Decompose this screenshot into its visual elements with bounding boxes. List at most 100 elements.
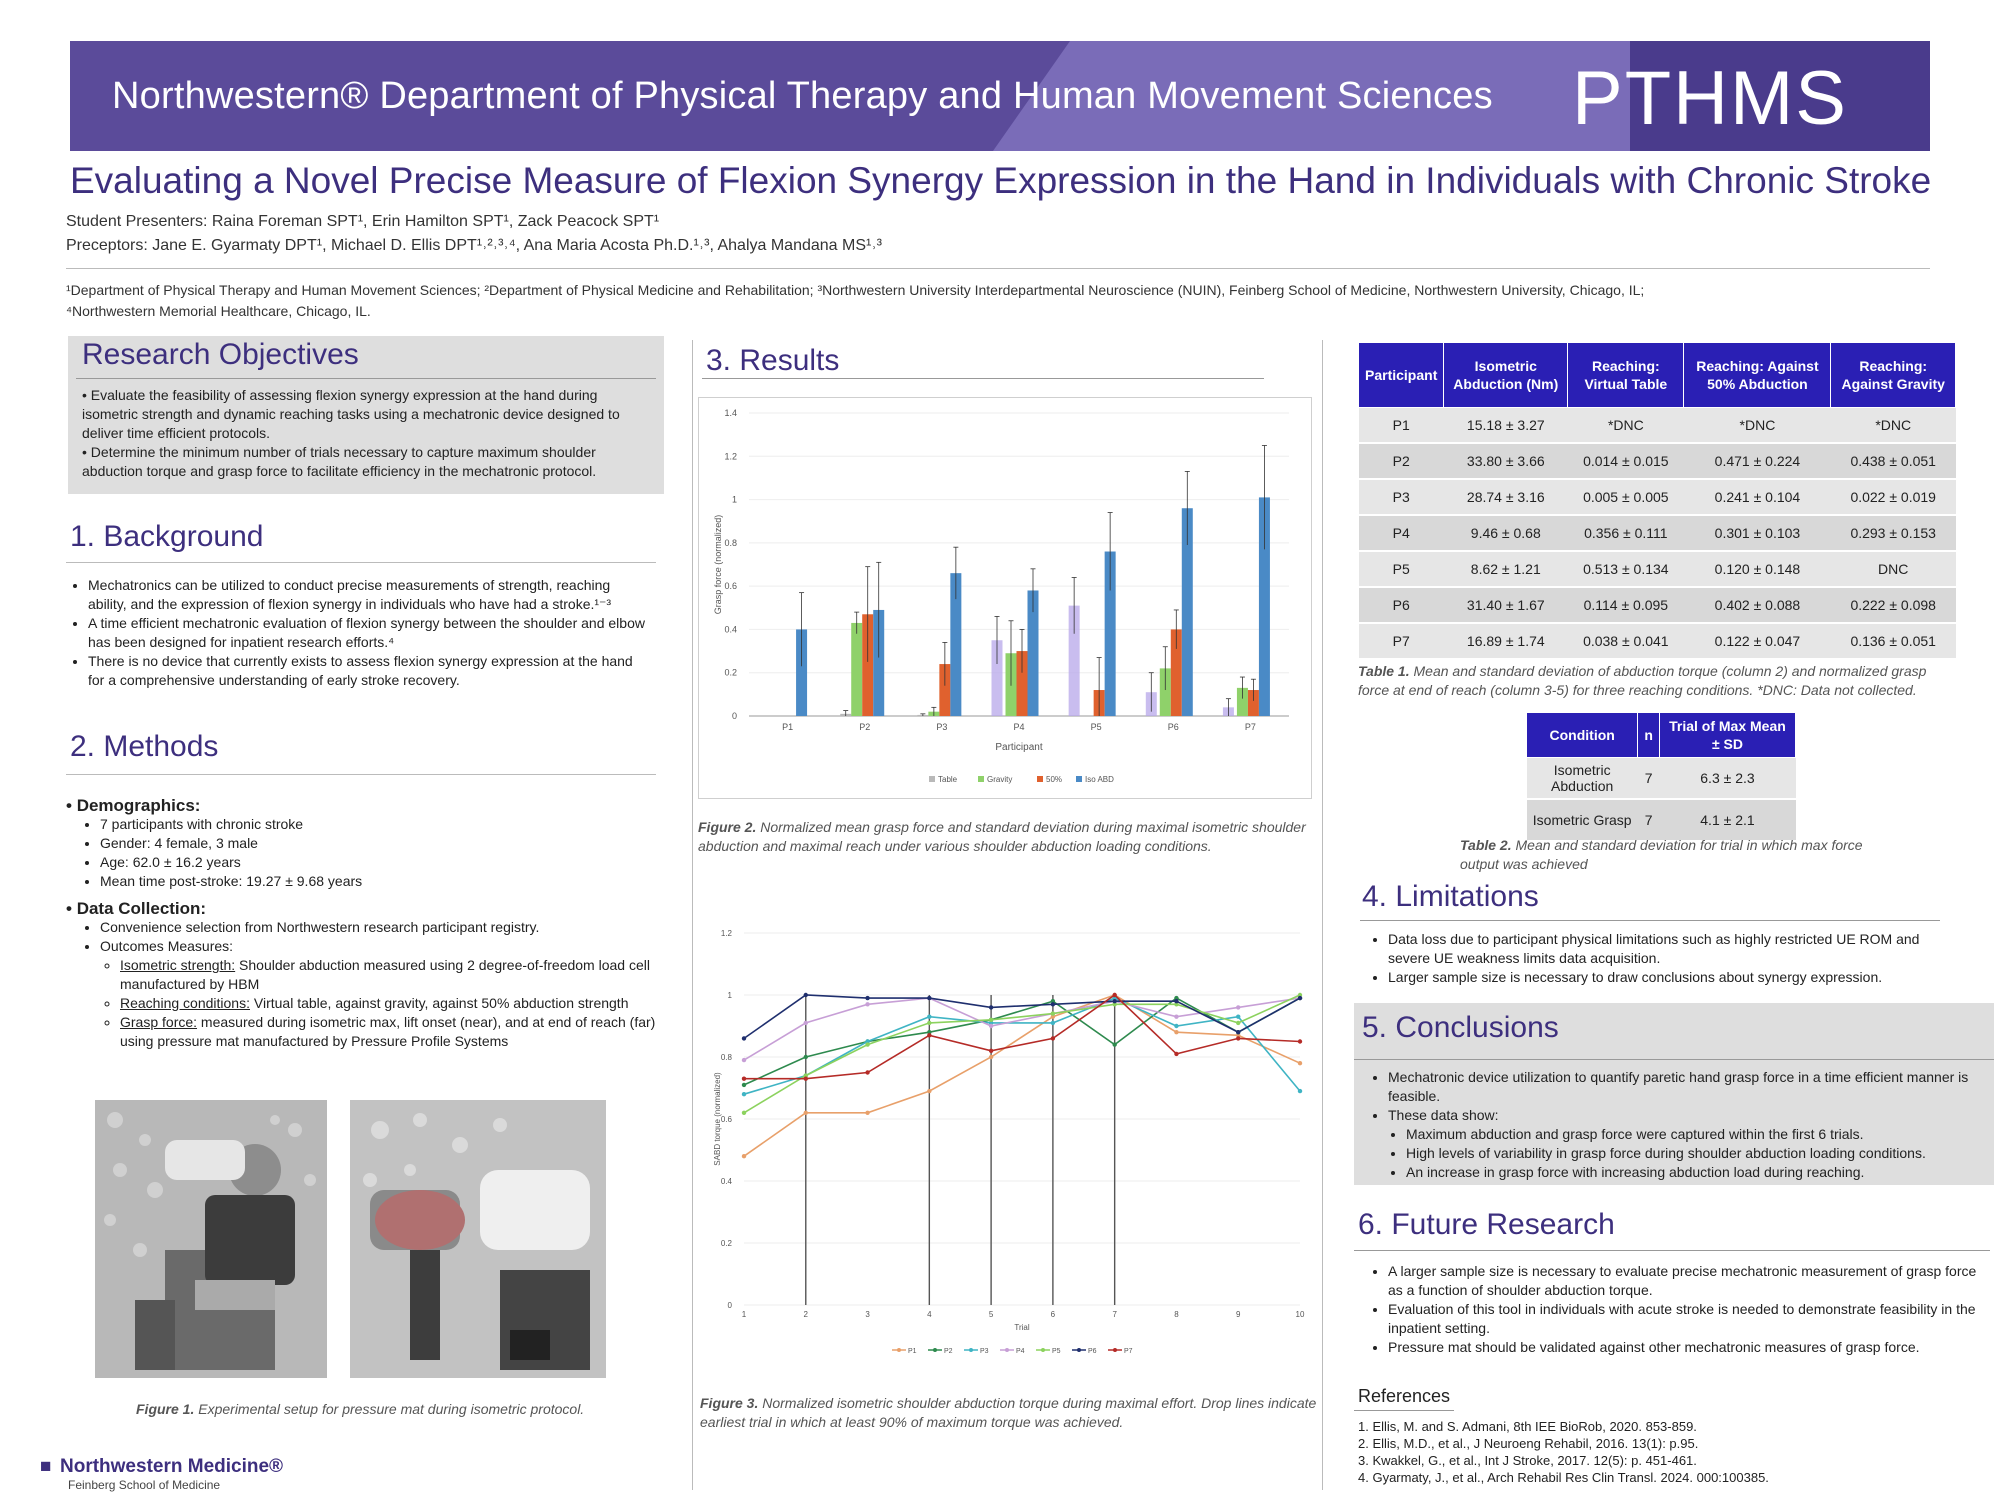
column-divider-2 xyxy=(1322,340,1323,1490)
table2-cell: 4.1 ± 2.1 xyxy=(1659,799,1796,842)
data-point xyxy=(1112,1002,1117,1007)
y-tick-label: 0.6 xyxy=(724,581,737,591)
abduction-torque-line-chart: 0 0.2 0.4 0.6 0.8 1 1.2 1 2 3 4 5 6 7 8 9 10 SABD torque … xyxy=(713,929,1305,1355)
table2: Condition n Trial of Max Mean ± SD Isometr… xyxy=(1525,712,1797,842)
demographic-item: Mean time post-stroke: 19.27 ± 9.68 year… xyxy=(100,872,686,891)
data-point xyxy=(803,1076,808,1081)
x-tick-label: 9 xyxy=(1236,1310,1241,1319)
x-tick-label: P1 xyxy=(782,722,793,732)
demographics-label: Demographics: xyxy=(76,796,201,815)
table1-cell: P1 xyxy=(1358,407,1444,444)
header-divider xyxy=(66,268,1930,269)
conclusion-item: These data show: xyxy=(1388,1106,1988,1125)
poster-title: Evaluating a Novel Precise Measure of Fl… xyxy=(70,160,1932,201)
reference-item: 1. Ellis, M. and S. Admani, 8th IEE BioR… xyxy=(1358,1419,1697,1434)
setup-photo-right-graphic xyxy=(350,1100,606,1378)
data-collection-item: Outcomes Measures: xyxy=(100,937,686,956)
y-tick-label: 1.2 xyxy=(724,451,737,461)
table1-cell: P2 xyxy=(1358,443,1444,480)
figure2-caption: Figure 2. Normalized mean grasp force an… xyxy=(698,818,1318,856)
data-point xyxy=(927,1020,932,1026)
pthms-logo: PTHMS xyxy=(1572,56,1848,141)
table1-row: P1 15.18 ± 3.27 *DNC *DNC *DNC xyxy=(1358,407,1956,444)
demographic-item: Gender: 4 female, 3 male xyxy=(100,834,686,853)
data-point xyxy=(865,1002,870,1007)
y-tick-label: 0.4 xyxy=(724,624,737,634)
figure1-caption: Figure 1. Experimental setup for pressur… xyxy=(136,1400,636,1419)
x-tick-label: 10 xyxy=(1296,1310,1305,1319)
data-point xyxy=(1174,999,1179,1004)
future-research-rule xyxy=(1354,1250,1990,1251)
conclusion-subitem: Maximum abduction and grasp force were c… xyxy=(1406,1125,1988,1144)
data-point xyxy=(927,1014,932,1019)
department-name: Northwestern® Department of Physical The… xyxy=(112,75,1493,117)
table1-cell: 0.014 ± 0.015 xyxy=(1567,443,1684,480)
table1-cell: 0.222 ± 0.098 xyxy=(1830,587,1956,624)
table1-cell: 0.438 ± 0.051 xyxy=(1830,443,1956,480)
table1-cell: 0.005 ± 0.005 xyxy=(1567,479,1684,516)
conclusions-box: Mechatronic device utilization to quanti… xyxy=(1354,1059,1994,1185)
limitations-rule xyxy=(1360,920,1940,921)
data-point xyxy=(988,1054,994,1060)
legend-label: Gravity xyxy=(987,775,1012,784)
legend-marker xyxy=(897,1348,901,1352)
legend-label: P6 xyxy=(1088,1348,1097,1355)
figure2-chart-frame: 0 0.2 0.4 0.6 0.8 1 1.2 1.4 Grasp force (normali… xyxy=(698,397,1312,799)
background-heading: 1. Background xyxy=(70,520,264,553)
legend-marker xyxy=(1041,1348,1045,1352)
table1: Participant Isometric Abduction (Nm) Reach… xyxy=(1357,342,1956,660)
setup-photo-right xyxy=(350,1100,606,1378)
series-line xyxy=(743,997,1301,1061)
table1-header-cell: Participant xyxy=(1357,342,1445,408)
table1-cell: 0.120 ± 0.148 xyxy=(1683,551,1831,588)
legend-label: P2 xyxy=(944,1348,953,1355)
reference-item: 4. Gyarmaty, J., et al., Arch Rehabil Re… xyxy=(1358,1470,1769,1485)
table1-header-cell: Reaching: Against 50% Abduction xyxy=(1683,342,1832,408)
bar xyxy=(1258,497,1270,716)
header-banner: Northwestern® Department of Physical The… xyxy=(70,41,1930,151)
affiliations-line-2: ⁴Northwestern Memorial Healthcare, Chica… xyxy=(66,303,371,319)
data-point xyxy=(1050,1014,1056,1019)
data-point xyxy=(1236,1005,1241,1010)
legend-swatch xyxy=(978,776,984,782)
table1-cell: 0.293 ± 0.153 xyxy=(1830,515,1956,552)
bar xyxy=(796,629,808,716)
figure1-text: Experimental setup for pressure mat duri… xyxy=(194,1401,585,1417)
figure3-chart-frame: 0 0.2 0.4 0.6 0.8 1 1.2 1 2 3 4 5 6 7 8 9 10 SABD torque … xyxy=(700,915,1320,1365)
figure2-text: Normalized mean grasp force and standard… xyxy=(698,819,1306,854)
figure3-text: Normalized isometric shoulder abduction … xyxy=(700,1395,1317,1430)
legend-label: Iso ABD xyxy=(1085,775,1114,784)
x-tick-label: P7 xyxy=(1245,722,1256,732)
table2-row: Isometric Grasp 7 4.1 ± 2.1 xyxy=(1526,799,1796,842)
table2-caption: Table 2. Mean and standard deviation for… xyxy=(1460,836,1900,874)
reference-item: 3. Kwakkel, G., et al., Int J Stroke, 20… xyxy=(1358,1453,1697,1468)
conclusions-header-box: 5. Conclusions xyxy=(1354,1003,1994,1059)
data-point xyxy=(1236,1030,1241,1035)
x-tick-label: 7 xyxy=(1112,1310,1117,1319)
data-point xyxy=(803,1073,808,1078)
data-point xyxy=(1112,992,1117,998)
table1-cell: 31.40 ± 1.67 xyxy=(1443,587,1568,624)
nm-logo-sub: Feinberg School of Medicine xyxy=(68,1478,221,1492)
table1-cell: 0.356 ± 0.111 xyxy=(1567,515,1684,552)
data-point xyxy=(865,1110,870,1115)
table1-cell: *DNC xyxy=(1567,407,1684,444)
limitation-item: Larger sample size is necessary to draw … xyxy=(1388,968,1946,987)
conclusion-item: Mechatronic device utilization to quanti… xyxy=(1388,1068,1988,1106)
x-tick-label: P5 xyxy=(1091,722,1102,732)
y-axis-label: SABD torque (normalized) xyxy=(713,1072,722,1166)
data-point xyxy=(1050,1036,1056,1041)
table1-cell: 8.62 ± 1.21 xyxy=(1443,551,1568,588)
data-point xyxy=(927,1030,932,1035)
bar xyxy=(1104,551,1116,716)
y-tick-label: 0 xyxy=(728,1301,733,1310)
references-rule xyxy=(1354,1410,1454,1411)
banner-logo-block xyxy=(1630,41,1930,151)
reference-item: 2. Ellis, M.D., et al., J Neuroeng Rehab… xyxy=(1358,1436,1699,1451)
outcome-measure-item: Grasp force: measured during isometric m… xyxy=(120,1013,686,1051)
figure1-label: Figure 1. xyxy=(136,1401,195,1417)
table1-header-cell: Reaching: Virtual Table xyxy=(1567,342,1685,408)
bar xyxy=(1159,668,1171,716)
future-research-list: A larger sample size is necessary to eva… xyxy=(1366,1262,1986,1357)
data-point xyxy=(741,1057,747,1063)
